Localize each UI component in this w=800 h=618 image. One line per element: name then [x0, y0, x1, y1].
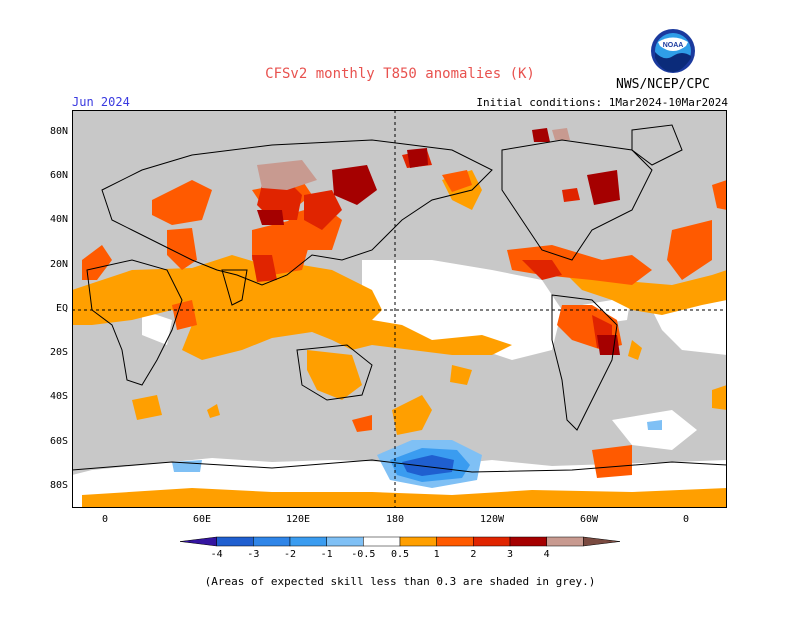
colorbar-tick-label: 2 [470, 549, 476, 560]
lat-label: 60N [49, 170, 68, 181]
colorbar-bin [509, 536, 547, 547]
colorbar-bin [289, 536, 327, 547]
lon-label: 60W [579, 514, 599, 525]
colorbar-tick-label: 0.5 [391, 549, 409, 560]
colorbar-bin [363, 536, 401, 547]
anomaly-4-plus [257, 128, 570, 190]
colorbar-tick-label: -0.5 [351, 549, 375, 560]
colorbar-bin [546, 536, 584, 547]
lon-label: 60E [192, 514, 212, 525]
colorbar-bin [436, 536, 474, 547]
lat-label: 60S [49, 436, 68, 447]
colorbar-tick-label: -2 [284, 549, 296, 560]
colorbar-bin [253, 536, 291, 547]
lat-label: 40S [49, 391, 68, 402]
lon-label: 120E [285, 514, 311, 525]
map-title: CFSv2 monthly T850 anomalies (K) [265, 66, 535, 82]
forecast-month: Jun 2024 [72, 95, 130, 109]
coastlines [71, 124, 728, 473]
footnote: (Areas of expected skill less than 0.3 a… [204, 575, 596, 588]
colorbar: -4 -3 -2 -1 -0.5 0.5 1 2 3 4 [170, 533, 630, 563]
map-frame [72, 110, 727, 508]
colorbar-tick-label: 4 [544, 549, 550, 560]
colorbar-bin [216, 536, 254, 547]
colorbar-tick-label: 1 [434, 549, 440, 560]
colorbar-bin [399, 536, 437, 547]
anomaly-map [71, 110, 728, 508]
anomaly-3-to-4 [257, 128, 620, 355]
colorbar-bin [326, 536, 364, 547]
colorbar-bin [583, 536, 621, 547]
colorbar-tick-label: -1 [321, 549, 333, 560]
colorbar-tick-label: -4 [211, 549, 223, 560]
lat-label: 20S [49, 347, 68, 358]
lon-label: 0 [101, 514, 109, 525]
lat-label: 40N [49, 214, 68, 225]
lon-label: 180 [385, 514, 405, 525]
initial-conditions: Initial conditions: 1Mar2024-10Mar2024 [476, 96, 728, 109]
agency-label: NWS/NCEP/CPC [616, 77, 710, 92]
colorbar-bin [179, 536, 217, 547]
lat-label: EQ [55, 303, 68, 314]
anomaly-0-5-to-1 [72, 170, 727, 508]
noaa-logo: NOAA [650, 28, 696, 74]
lat-label: 80S [49, 480, 68, 491]
colorbar-bin [473, 536, 511, 547]
colorbar-tick-label: 3 [507, 549, 513, 560]
logo-text: NOAA [663, 42, 684, 49]
lat-label: 80N [49, 126, 68, 137]
colorbar-tick-label: -3 [247, 549, 259, 560]
negative-anomalies [172, 420, 662, 488]
lat-label: 20N [49, 259, 68, 270]
lon-label: 120W [479, 514, 505, 525]
lon-label: 0 [682, 514, 690, 525]
